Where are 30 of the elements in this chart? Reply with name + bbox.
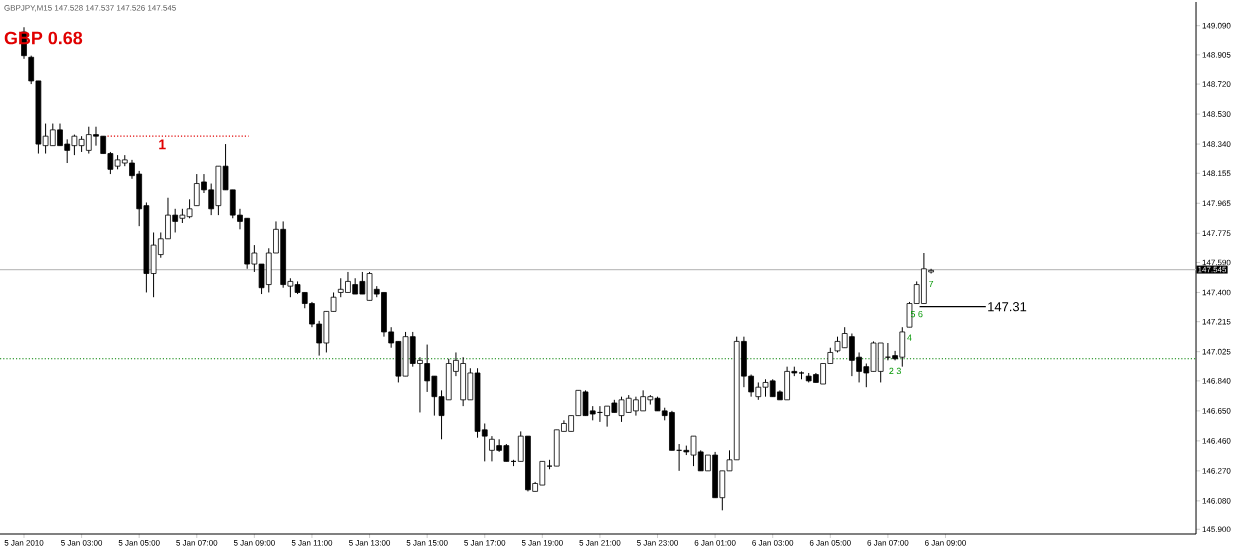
- candlestick: [57, 123, 63, 147]
- candlestick: [172, 208, 179, 233]
- candlestick: [539, 460, 546, 486]
- candlestick: [640, 389, 646, 412]
- candlestick: [345, 271, 351, 293]
- candlestick: [784, 366, 790, 401]
- candlestick: [337, 277, 344, 298]
- candlestick: [93, 126, 99, 147]
- candlestick: [712, 451, 718, 499]
- candlestick: [604, 405, 610, 428]
- candlestick: [186, 198, 193, 219]
- candlestick: [877, 342, 884, 383]
- candlestick: [71, 134, 78, 156]
- candlestick: [402, 331, 409, 377]
- candlestick: [633, 396, 639, 417]
- candlestick: [381, 291, 387, 338]
- candlestick: [85, 126, 92, 155]
- candlestick: [849, 333, 855, 377]
- candlestick: [618, 396, 625, 423]
- candlestick: [49, 123, 56, 147]
- candlestick: [193, 173, 200, 207]
- candlestick: [460, 356, 466, 407]
- candlestick: [359, 271, 366, 295]
- candlestick: [690, 435, 697, 467]
- candlestick: [553, 429, 560, 467]
- candlestick: [489, 435, 495, 462]
- candlestick: [244, 217, 251, 270]
- candlestick: [366, 271, 373, 301]
- candlestick: [215, 165, 222, 216]
- candlestick: [582, 389, 589, 417]
